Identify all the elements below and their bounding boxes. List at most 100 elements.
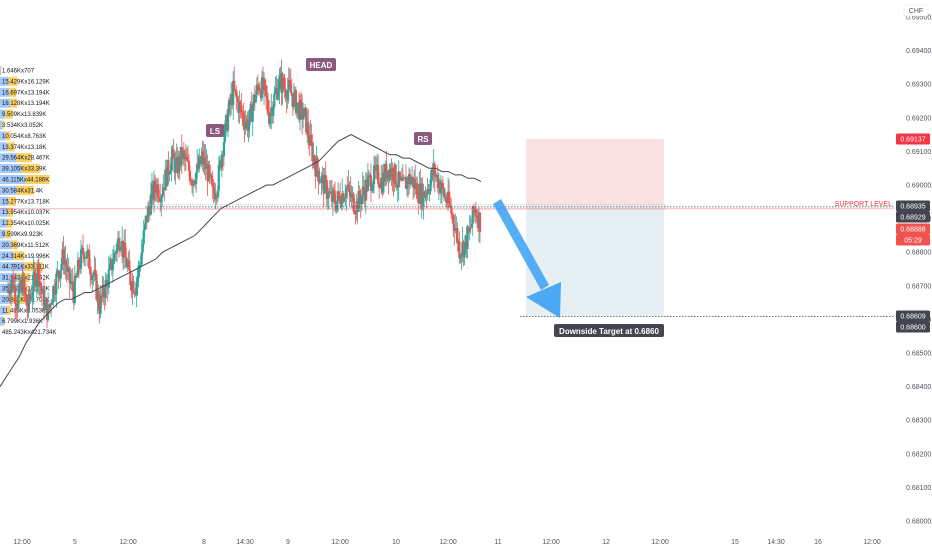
price-tag-label: 0.68935 — [900, 204, 925, 211]
trade-zones — [526, 138, 664, 317]
x-tick-label: 10 — [392, 539, 400, 546]
volume-profile-label: 29.564Kx28.467K — [2, 156, 50, 162]
candle-body — [474, 208, 477, 217]
candle-body — [132, 281, 135, 293]
candle-body — [434, 175, 437, 177]
candle-body — [433, 164, 436, 177]
y-tick-label: 0.68000 — [906, 519, 931, 526]
candle-body — [181, 150, 184, 160]
volume-profile-down-bar — [5, 109, 13, 119]
downside-arrow — [493, 199, 561, 318]
volume-profile-up-bar — [0, 240, 12, 250]
target-label-box — [554, 324, 664, 337]
candle-body — [357, 190, 360, 212]
candle-body — [267, 100, 270, 114]
volume-profile-up-bar — [0, 175, 26, 184]
candle-body — [266, 96, 269, 101]
candle-body — [49, 303, 52, 309]
candle-body — [158, 197, 161, 199]
candle-body — [78, 268, 82, 270]
candle-body — [422, 191, 425, 207]
volume-profile-label: 1.646Kx707 — [2, 69, 35, 75]
candle-body — [277, 89, 280, 99]
candle-body — [66, 267, 69, 272]
candle-body — [161, 194, 164, 198]
candle-body — [345, 188, 348, 198]
y-tick-label: 0.68700 — [906, 283, 931, 290]
candle-body — [33, 271, 36, 274]
candle-body — [263, 79, 267, 86]
candle-body — [478, 212, 482, 233]
volume-profile-up-bar — [0, 251, 14, 261]
volume-profile-label: 10.054Kx8.763K — [2, 134, 46, 140]
volume-profile-up-bar — [0, 109, 6, 119]
candle-body — [35, 279, 38, 287]
candle-body — [89, 268, 92, 275]
price-levels: SUPPORT LEVEL — [0, 201, 894, 317]
candle-body — [135, 282, 138, 295]
candle-body — [216, 190, 219, 197]
volume-profile-up-bar — [0, 76, 9, 86]
x-tick-label: 12:00 — [13, 539, 31, 546]
candle-body — [428, 191, 431, 193]
price-tag-label: 05:29 — [904, 238, 922, 245]
candle-body — [463, 243, 466, 258]
candle-body — [326, 197, 329, 199]
candle-body — [283, 87, 286, 90]
candle-body — [466, 227, 469, 250]
candle-body — [42, 289, 46, 311]
volume-profile-label: 18.128Kx13.194K — [2, 101, 50, 107]
candle-body — [327, 191, 330, 198]
candle-body — [289, 83, 292, 93]
candle-body — [240, 105, 243, 113]
candle-body — [310, 134, 313, 144]
candle-body — [294, 90, 298, 114]
y-tick-label: 0.69100 — [906, 149, 931, 156]
y-tick-label: 0.68400 — [906, 384, 931, 391]
candle-body — [92, 275, 95, 277]
price-tag-label: 0.69137 — [900, 137, 925, 144]
candle-body — [246, 118, 249, 131]
candle-body — [332, 190, 336, 195]
candle-body — [139, 264, 142, 266]
candle-body — [323, 175, 326, 194]
candle-body — [182, 150, 185, 155]
annotations: LS HEAD RS Downside Target at 0.6860 — [206, 58, 664, 337]
candle-body — [115, 243, 119, 254]
candle-body — [79, 249, 83, 269]
candle-body — [377, 164, 380, 184]
candle-body — [269, 114, 272, 124]
candle-body — [343, 198, 346, 202]
candle-body — [129, 270, 132, 286]
candle-body — [284, 89, 287, 97]
candle-body — [328, 191, 331, 193]
candle-body — [146, 207, 149, 223]
candle-body — [239, 102, 242, 106]
candle-body — [204, 157, 207, 169]
candle-body — [320, 176, 323, 184]
x-tick-label: 16 — [814, 539, 822, 546]
volume-profile-down-bar — [21, 164, 40, 174]
y-tick-label: 0.68200 — [906, 451, 931, 458]
candle-body — [233, 80, 236, 90]
candle-body — [226, 112, 230, 131]
candle-body — [242, 113, 245, 123]
price-tag-box — [896, 234, 930, 246]
candle-body — [372, 165, 376, 185]
candle-body — [278, 75, 281, 90]
volume-profile-up-bar — [0, 196, 9, 206]
candle-body — [248, 109, 251, 126]
candle-body — [470, 223, 473, 228]
candle-body — [162, 187, 165, 195]
x-tick-label: 5 — [73, 539, 77, 546]
candle-body — [358, 190, 361, 200]
price-tag-box — [896, 133, 930, 145]
candle-body — [220, 154, 223, 169]
candle-body — [23, 278, 26, 291]
candle-body — [209, 174, 212, 176]
candle-body — [369, 175, 373, 191]
candle-body — [362, 186, 365, 192]
y-tick-label: 0.69200 — [906, 115, 931, 122]
candle-body — [211, 183, 214, 187]
